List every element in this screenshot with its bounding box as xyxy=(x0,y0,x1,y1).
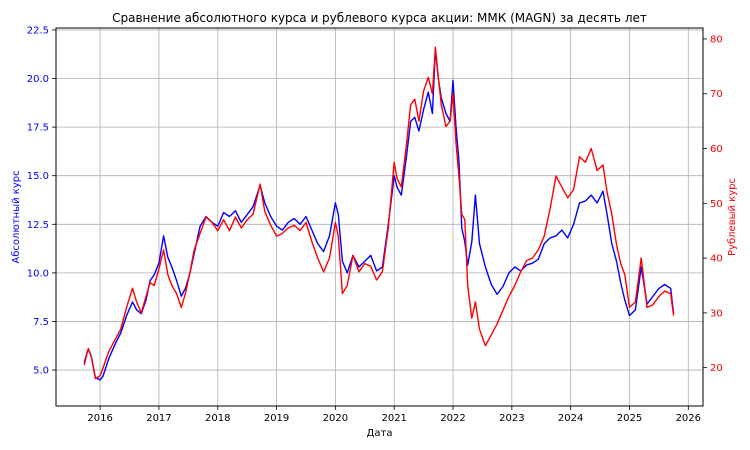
x-tick-label: 2018 xyxy=(205,413,230,424)
right-y-axis-ticks: 20 30 40 50 60 70 80 xyxy=(703,34,723,374)
series-line-absolute xyxy=(83,48,675,381)
x-tick-label: 2021 xyxy=(381,413,406,424)
left-y-tick-label: 20.0 xyxy=(27,74,49,85)
x-tick-label: 2017 xyxy=(146,413,171,424)
left-y-tick-label: 5.0 xyxy=(33,366,49,377)
x-tick-label: 2020 xyxy=(323,413,348,424)
x-tick-label: 2024 xyxy=(558,413,583,424)
chart-title: Сравнение абсолютного курса и рублевого … xyxy=(112,11,647,25)
right-y-axis-label: Рублевый курс xyxy=(727,178,738,256)
left-y-tick-label: 22.5 xyxy=(27,25,49,36)
left-y-axis-label: Абсолютный курс xyxy=(11,170,22,263)
right-y-tick-label: 70 xyxy=(710,89,723,100)
left-y-tick-label: 15.0 xyxy=(27,171,49,182)
x-tick-label: 2022 xyxy=(440,413,465,424)
right-y-tick-label: 80 xyxy=(710,34,723,45)
x-tick-label: 2019 xyxy=(264,413,289,424)
right-y-tick-label: 60 xyxy=(710,144,723,155)
grid xyxy=(56,28,703,406)
left-y-tick-label: 17.5 xyxy=(27,123,49,134)
x-tick-label: 2023 xyxy=(499,413,524,424)
left-y-tick-label: 7.5 xyxy=(33,317,49,328)
x-axis-ticks: 2016 2017 2018 2019 2020 2021 2022 2023 2024 2025… xyxy=(87,406,701,424)
x-tick-label: 2025 xyxy=(617,413,642,424)
plot-frame xyxy=(55,27,704,407)
series-layer xyxy=(83,46,675,381)
x-tick-label: 2026 xyxy=(676,413,701,424)
right-y-tick-label: 50 xyxy=(710,199,723,210)
right-y-tick-label: 30 xyxy=(710,308,723,319)
x-tick-label: 2016 xyxy=(87,413,112,424)
right-y-tick-label: 20 xyxy=(710,363,723,374)
left-y-tick-label: 12.5 xyxy=(27,220,49,231)
left-y-tick-label: 10.0 xyxy=(27,268,49,279)
left-y-axis-ticks: 5.0 7.5 10.0 12.5 15.0 17.5 20.0 22.5 xyxy=(27,25,56,377)
series-line-ruble xyxy=(83,46,675,380)
right-y-tick-label: 40 xyxy=(710,254,723,265)
x-axis-label: Дата xyxy=(367,428,393,439)
